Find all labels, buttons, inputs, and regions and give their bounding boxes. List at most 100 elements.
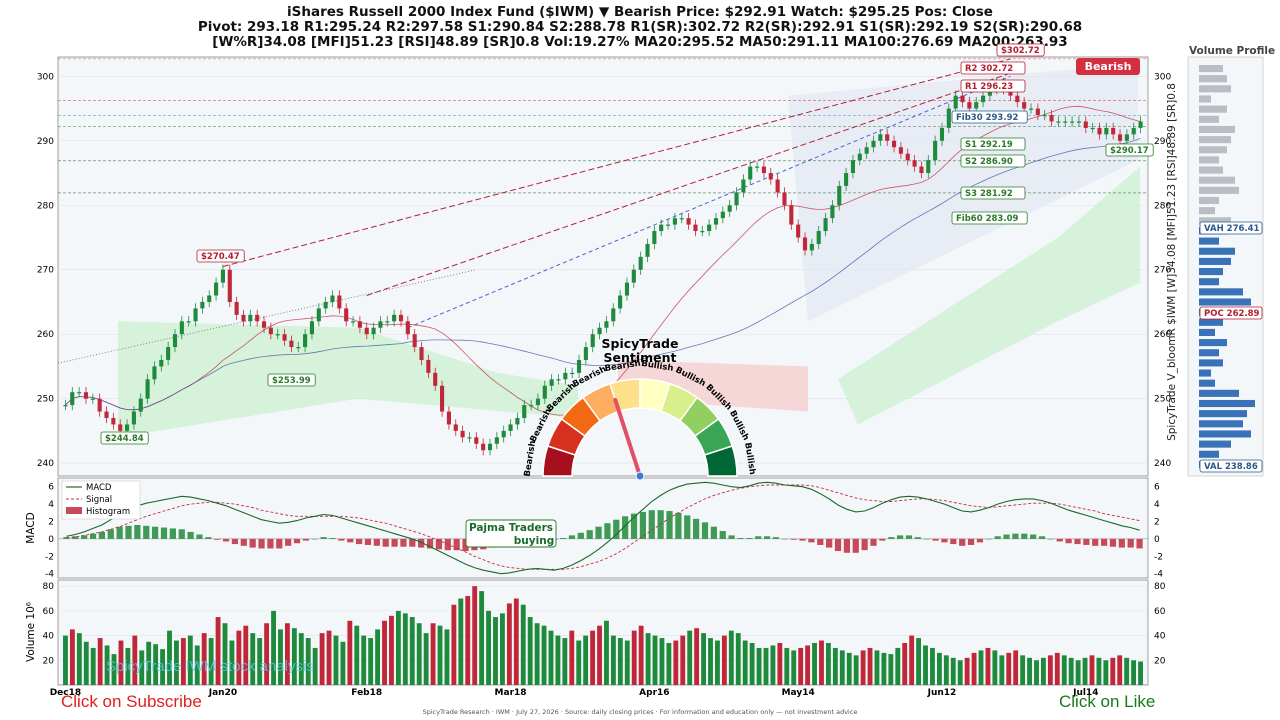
macd-histogram-bar [214,538,221,540]
macd-histogram-bar [293,538,301,544]
annotation-low: $253.99 [272,376,311,386]
candle [761,166,766,174]
volume-bar [1089,655,1095,685]
volume-bar [527,617,533,685]
candle [693,224,698,232]
watermark: SpicyTrade IWM stock analysis [106,658,314,675]
candle [782,192,787,206]
candle [1131,127,1136,135]
macd-histogram-bar [364,538,372,545]
volume-bar [160,649,165,685]
volume-profile-bar [1199,75,1227,83]
volume-bar [250,633,256,685]
macd-histogram-bar [559,538,567,539]
annotation-top-box [996,43,1045,57]
candle [1049,115,1054,122]
candle [220,269,225,283]
candle [974,102,979,109]
price-tick-label: 290 [37,137,54,147]
candle [186,321,191,323]
macd-histogram-bar [72,536,79,539]
volume-bar [486,610,491,685]
macd-tick-label: 2 [48,517,54,527]
annotation-top: $302.72 [1001,46,1040,56]
candle [830,205,835,219]
candle [926,160,931,174]
volume-bar [569,630,575,685]
candle [405,321,410,335]
candle [104,411,109,418]
macd-histogram-bar [808,538,815,543]
candle [919,166,924,174]
macd-histogram-bar [231,538,239,545]
subscribe-link[interactable]: Click on Subscribe [61,692,202,711]
candle [1056,121,1061,123]
macd-histogram-bar [1100,538,1108,546]
candle [337,295,342,309]
candle [1097,127,1102,135]
volume-profile-bar [1199,410,1247,418]
candle [357,321,362,328]
volume-bar [465,596,471,685]
price-tick-label: 270 [37,266,54,276]
volume-bar [90,647,96,685]
candle [83,392,89,399]
candle [905,153,910,161]
volume-bar [770,645,776,685]
like-link[interactable]: Click on Like [1059,692,1156,711]
volume-bar [215,617,221,685]
macd-histogram-bar [1047,538,1054,540]
volume-bar [506,603,512,685]
volume-bar [430,623,436,685]
macd-histogram-bar [178,529,185,539]
candle [816,231,821,244]
volume-profile-bar [1199,156,1219,164]
candle [542,385,547,399]
volume-profile-bar [1199,288,1243,296]
candle [597,327,602,335]
volume-profile-bar [1199,95,1211,103]
candle [97,398,102,412]
macd-histogram-bar [373,538,380,546]
candle [248,314,253,322]
macd-histogram-bar [1136,538,1143,549]
macd-histogram-bar [1118,538,1125,548]
candle [570,372,575,375]
volume-bar [895,647,901,685]
candle [1111,127,1116,135]
macd-histogram-bar [888,537,895,539]
label-s3-box [960,186,1026,200]
candle [1042,115,1047,117]
volume-tick-label: 20 [43,656,55,666]
volume-bar [132,635,138,685]
macd-histogram-bar [249,538,256,548]
volume-bar [69,629,75,685]
candle [152,366,157,380]
macd-tick-label-right: 2 [1154,517,1160,527]
volume-bar [416,623,422,685]
volume-bar [479,591,485,685]
candle [214,282,219,296]
volume-bar [576,640,582,685]
candle [385,321,390,323]
volume-bar [1082,657,1088,685]
volume-bar [326,630,332,685]
candle [125,424,130,431]
volume-bar [819,640,824,685]
macd-histogram-bar [409,538,416,547]
volume-axis-label: Volume 10⁶ [25,602,37,662]
label-s2-box [960,154,1026,168]
candle [713,218,719,225]
volume-bar [583,635,589,685]
price-tick-label-right: 270 [1154,266,1171,276]
volume-bar [728,630,734,685]
volume-bar [146,641,152,685]
volume-bar [631,630,637,685]
macd-histogram-bar [959,538,966,546]
candle [179,321,184,335]
volume-profile-bar [1199,349,1219,357]
price-tick-label-right: 240 [1154,459,1171,469]
volume-bar [1131,660,1137,685]
candle [686,218,691,225]
candle [939,127,945,141]
